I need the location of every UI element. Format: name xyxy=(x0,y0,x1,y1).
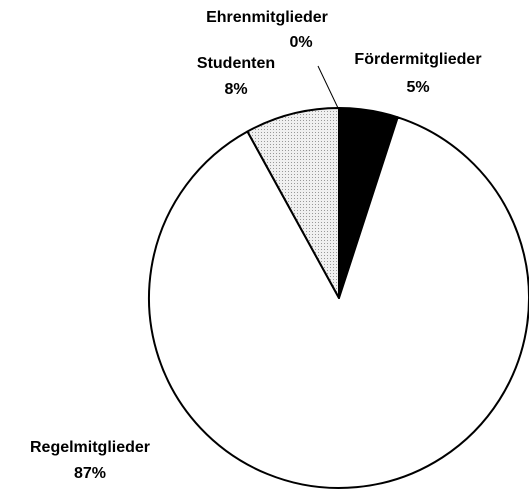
slice-label: Regelmitglieder xyxy=(30,439,150,456)
slice-label: Ehrenmitglieder xyxy=(206,9,328,26)
slice-label: Studenten xyxy=(197,55,275,72)
slice-value-label: 8% xyxy=(224,81,247,98)
pie-slice xyxy=(148,116,529,489)
slice-label: Fördermitglieder xyxy=(354,51,481,68)
pie-slice xyxy=(246,107,340,299)
slice-value-label: 0% xyxy=(289,34,312,51)
slice-value-label: 87% xyxy=(74,465,106,482)
leader-line xyxy=(317,65,339,109)
slice-value-label: 5% xyxy=(406,79,429,96)
